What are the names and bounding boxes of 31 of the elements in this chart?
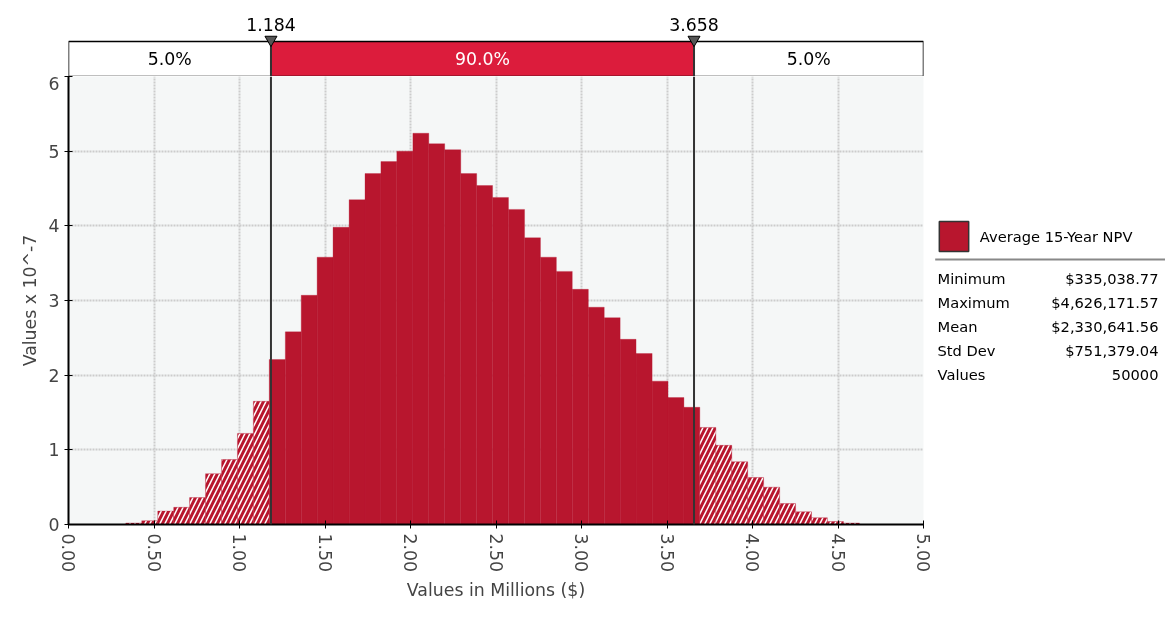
y-tick-label: 2 [48,365,60,386]
x-tick-label: 0.00 [58,533,78,573]
text: 5.0% [786,48,831,69]
x-tick-label: 4.00 [742,533,762,573]
y-tick-label: 1 [48,440,60,461]
x-tick-label: 2.00 [400,533,420,573]
ref-line-label: 3.658 [669,14,719,35]
x-tick-label: 5.00 [913,533,933,573]
x-tick-label: 1.50 [314,533,335,573]
legend-label: Average 15-Year NPV [979,228,1133,245]
text: Std Dev $751,379.04 [937,342,1159,359]
y-tick-label: 5 [48,141,60,162]
x-tick-label: 2.50 [485,533,506,573]
x-tick-label: 0.50 [143,533,164,573]
text: 90.0% [454,48,511,69]
text: Mean $2,330,641.56 [937,318,1159,335]
y-tick-label: 3 [48,291,60,311]
x-tick-label: 1.00 [229,533,249,573]
x-tick-label: 4.50 [827,533,848,573]
x-tick-label: 3.00 [571,533,591,573]
text: Maximum $4,626,171.57 [937,294,1159,311]
ref-line-label: 1.184 [246,14,296,35]
text: Values 50000 [937,365,1159,383]
y-tick-label: 0 [48,515,60,535]
y-tick-label: 6 [48,73,60,94]
x-tick-label: 3.50 [656,533,677,573]
x-axis-title: Values in Millions ($) [406,580,586,601]
y-axis-title: Values x 10^-7 [20,234,41,367]
y-tick-label: 4 [48,216,60,237]
text: 5.0% [147,48,192,69]
text: Minimum $335,038.77 [937,270,1159,287]
